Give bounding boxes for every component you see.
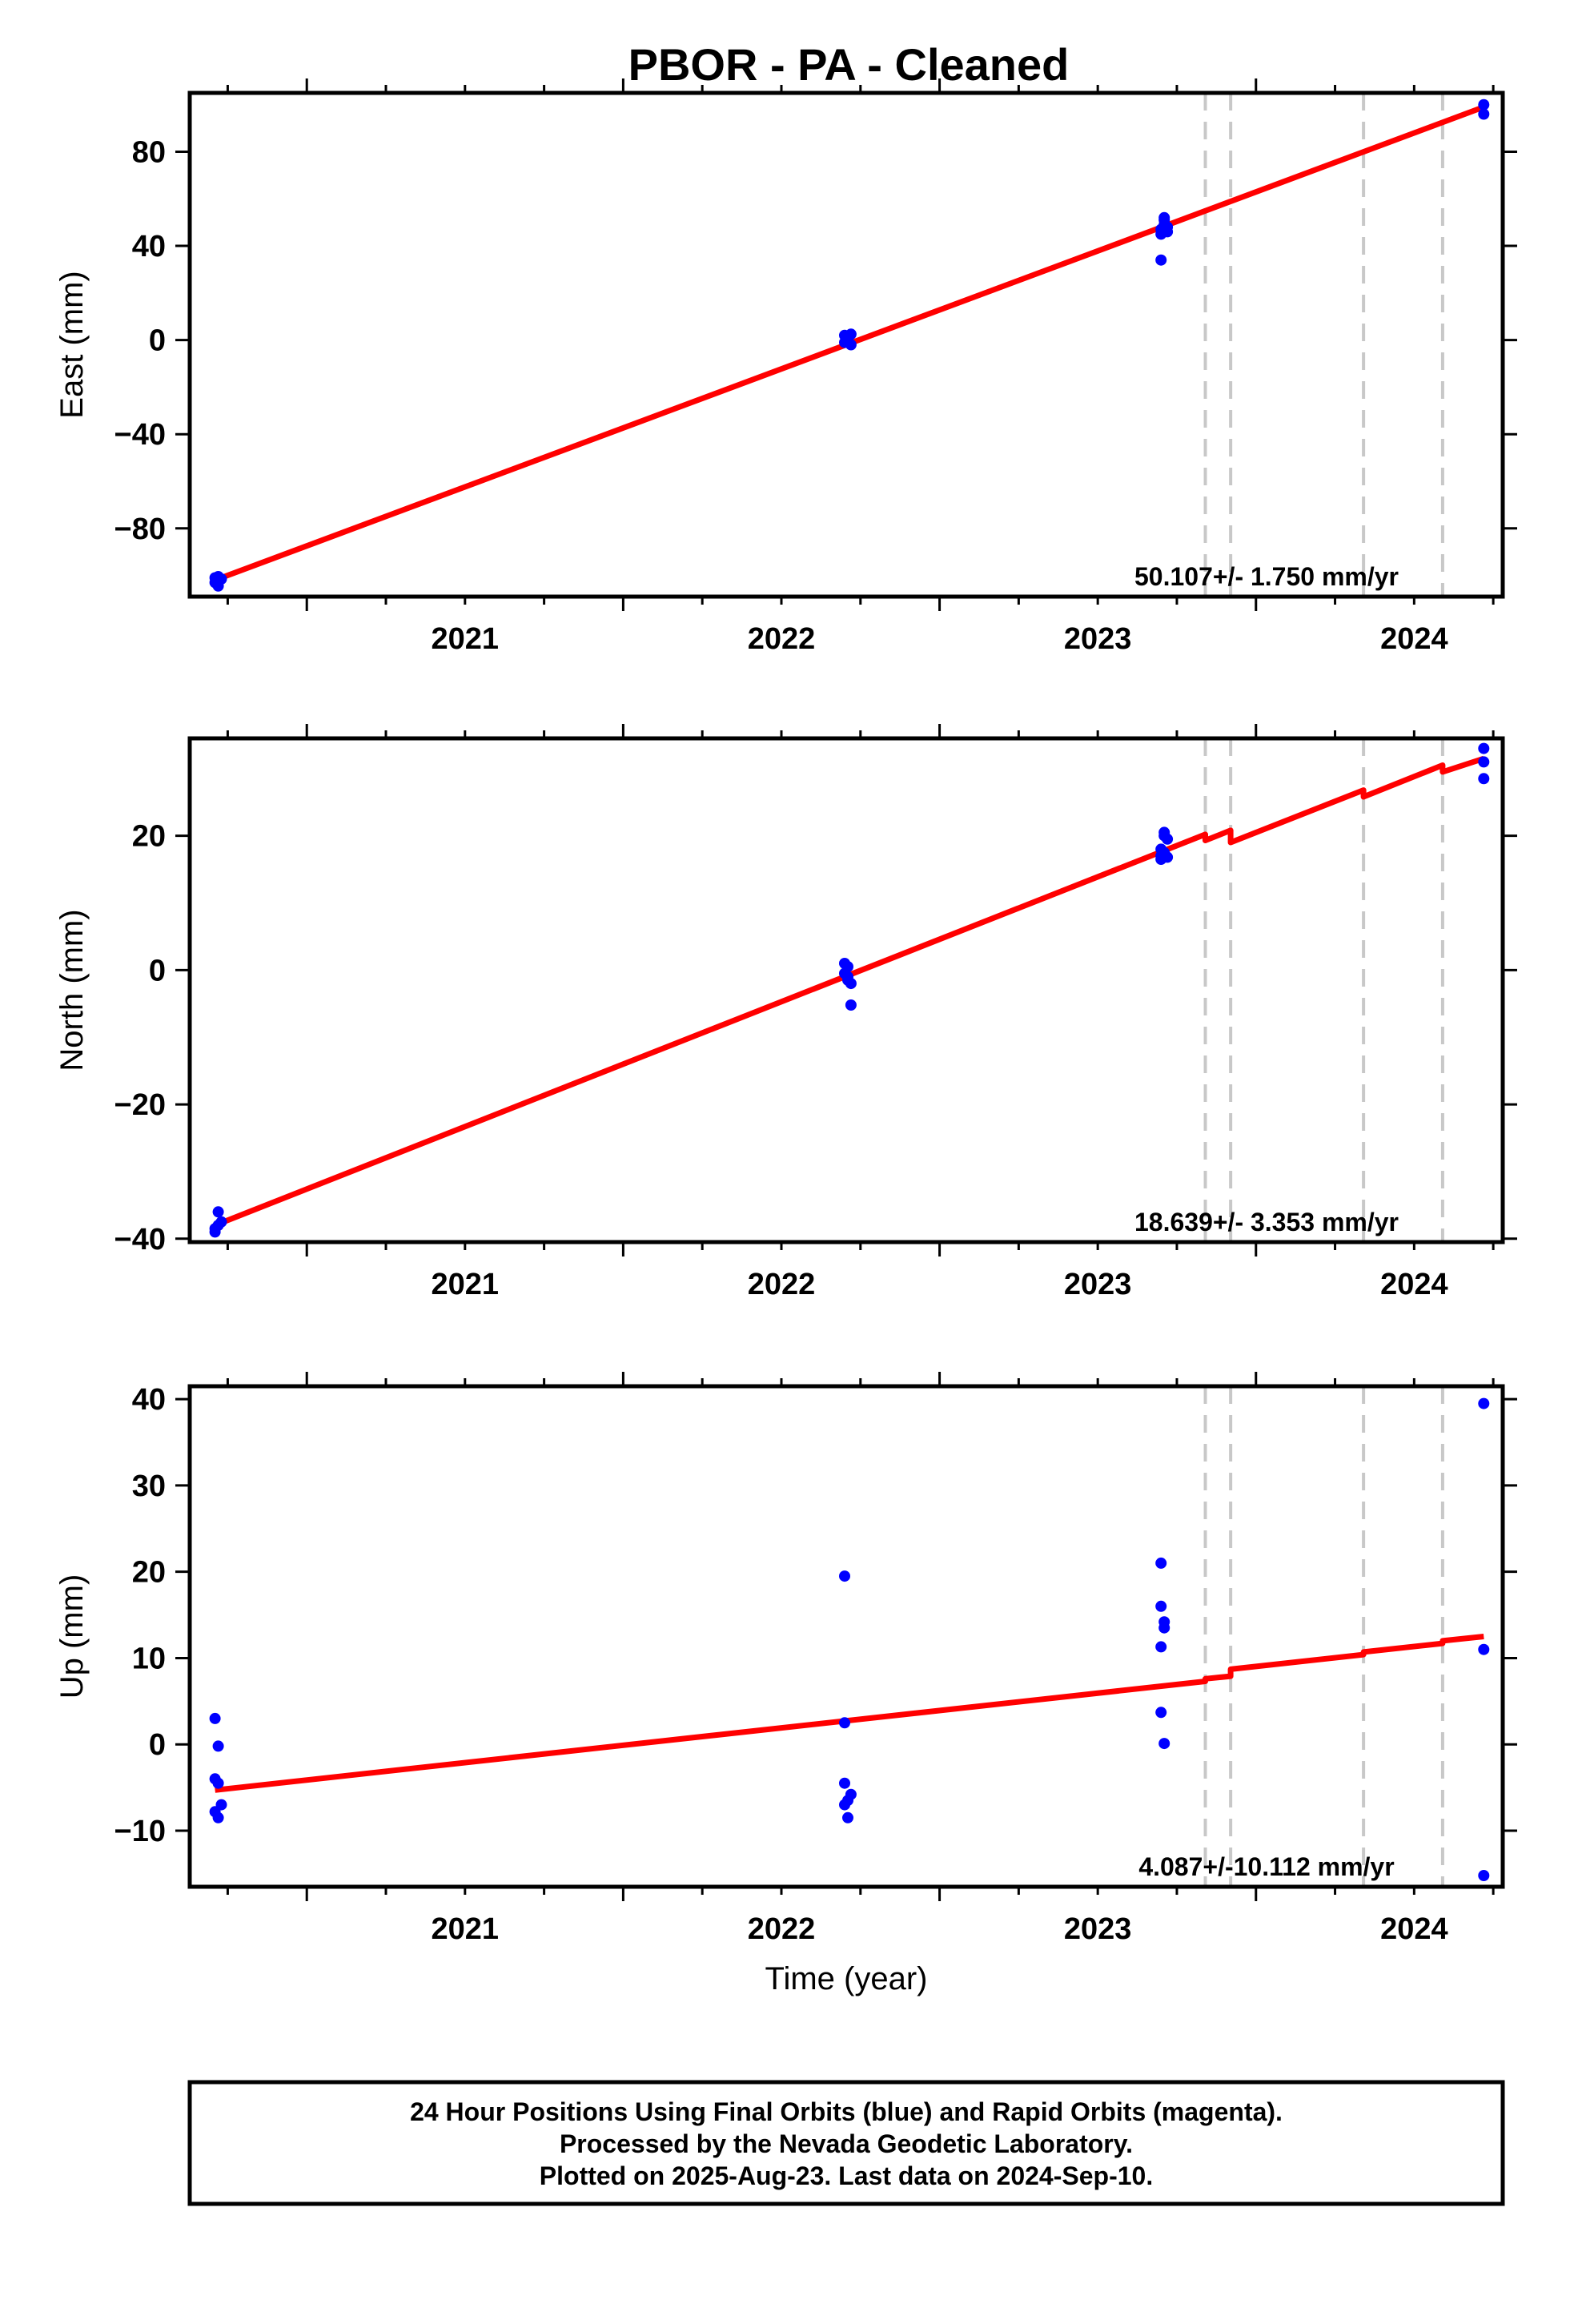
data-point-up-4 xyxy=(212,1777,224,1789)
footer-frame xyxy=(187,2080,1505,2206)
data-point-up-11 xyxy=(842,1811,853,1823)
x-tick-label-north-1: 2022 xyxy=(748,1268,816,1301)
fit-line-up xyxy=(215,1634,1484,1793)
data-point-up-18 xyxy=(1158,1616,1170,1628)
x-tick-label-east-2: 2023 xyxy=(1064,622,1132,656)
data-point-up-0 xyxy=(209,1712,221,1724)
y-tick-label-north-1: −20 xyxy=(114,1088,166,1122)
y-tick-label-up-2: 10 xyxy=(132,1642,166,1675)
figure-title: PBOR - PA - Cleaned xyxy=(628,39,1070,90)
x-tick-label-north-3: 2024 xyxy=(1380,1268,1448,1301)
data-point-up-6 xyxy=(215,1799,227,1811)
data-point-north-22 xyxy=(1478,773,1490,785)
x-tick-label-up-1: 2022 xyxy=(748,1912,816,1946)
data-point-east-13 xyxy=(1155,254,1167,266)
y-tick-label-up-3: 20 xyxy=(132,1556,166,1590)
data-point-east-21 xyxy=(1478,99,1490,111)
data-point-east-22 xyxy=(1478,108,1490,120)
data-point-north-2 xyxy=(212,1206,224,1218)
x-tick-label-east-1: 2022 xyxy=(748,622,816,656)
y-tick-label-east-3: 40 xyxy=(132,230,166,263)
y-tick-label-north-2: 0 xyxy=(149,954,166,987)
data-point-up-3 xyxy=(212,1740,224,1752)
data-point-up-20 xyxy=(1158,1738,1170,1750)
x-axis-label: Time (year) xyxy=(765,1961,928,1996)
data-point-up-22 xyxy=(1478,1643,1490,1655)
y-tick-label-up-4: 30 xyxy=(132,1470,166,1503)
panel-frame-up xyxy=(187,1384,1505,1889)
y-axis-label-up: Up (mm) xyxy=(54,1574,90,1699)
data-point-up-23 xyxy=(1478,1870,1490,1881)
y-tick-label-east-4: 80 xyxy=(132,135,166,169)
data-point-north-18 xyxy=(1162,851,1174,863)
x-tick-label-up-3: 2024 xyxy=(1380,1912,1448,1946)
data-point-north-11 xyxy=(842,974,853,986)
panel-north: 2021 2022 2023 2024 −40 −20 0 20 North (mm) 18.63… xyxy=(54,724,1517,1301)
y-tick-label-up-1: 0 xyxy=(149,1728,166,1762)
footer-line-orbits: 24 Hour Positions Using Final Orbits (bl… xyxy=(410,2097,1283,2126)
data-point-up-16 xyxy=(1155,1641,1167,1653)
data-point-north-21 xyxy=(1478,756,1490,768)
footer-box: 24 Hour Positions Using Final Orbits (bl… xyxy=(187,2080,1505,2206)
data-point-north-8 xyxy=(842,961,853,973)
y-tick-label-north-3: 20 xyxy=(132,820,166,854)
y-tick-label-east-0: −80 xyxy=(114,513,166,546)
data-point-north-20 xyxy=(1478,742,1490,754)
data-point-east-5 xyxy=(215,573,227,585)
fit-line-north xyxy=(214,755,1485,1228)
data-point-north-4 xyxy=(215,1216,227,1228)
y-axis-label-east: East (mm) xyxy=(54,271,90,418)
y-tick-label-east-2: 0 xyxy=(149,324,166,358)
panel-frame-north xyxy=(187,736,1505,1244)
y-tick-label-up-5: 40 xyxy=(132,1383,166,1417)
y-tick-label-up-0: −10 xyxy=(114,1815,166,1848)
rate-label-north: 18.639+/- 3.353 mm/yr xyxy=(1134,1208,1399,1236)
data-point-up-5 xyxy=(212,1811,224,1823)
data-point-up-14 xyxy=(1155,1557,1167,1569)
x-tick-label-north-2: 2023 xyxy=(1064,1268,1132,1301)
data-point-up-9 xyxy=(839,1777,850,1789)
x-tick-label-north-0: 2021 xyxy=(432,1268,500,1301)
data-point-north-10 xyxy=(845,999,857,1011)
x-tick-label-up-0: 2021 xyxy=(432,1912,500,1946)
data-point-north-19 xyxy=(1162,833,1174,845)
data-point-east-12 xyxy=(842,336,853,348)
footer-line-processed-by: Processed by the Nevada Geodetic Laborat… xyxy=(560,2129,1133,2158)
rate-label-up: 4.087+/-10.112 mm/yr xyxy=(1138,1852,1394,1881)
x-tick-label-east-0: 2021 xyxy=(432,622,500,656)
y-tick-label-east-1: −40 xyxy=(114,418,166,452)
panels-group: 2021 2022 2023 2024 −80 −40 0 40 80 East (mm) 50.1… xyxy=(54,78,1517,1996)
x-tick-label-east-3: 2024 xyxy=(1380,622,1448,656)
data-point-up-15 xyxy=(1155,1600,1167,1612)
y-axis-label-north: North (mm) xyxy=(54,909,90,1071)
y-tick-label-north-0: −40 xyxy=(114,1223,166,1256)
data-point-east-18 xyxy=(1158,211,1170,223)
panel-frame-east xyxy=(187,90,1505,599)
data-point-up-13 xyxy=(845,1788,857,1800)
footer-line-plotted-on: Plotted on 2025-Aug-23. Last data on 202… xyxy=(540,2161,1153,2190)
panel-east: 2021 2022 2023 2024 −80 −40 0 40 80 East (mm) 50.1… xyxy=(54,78,1517,656)
x-tick-label-up-2: 2023 xyxy=(1064,1912,1132,1946)
data-point-up-8 xyxy=(839,1717,850,1729)
data-point-up-7 xyxy=(839,1570,850,1582)
data-point-east-20 xyxy=(1162,221,1174,233)
panel-up: 2021 2022 2023 2024 −10 0 10 20 30 40 Up (mm) 4.087… xyxy=(54,1372,1517,1996)
rate-label-east: 50.107+/- 1.750 mm/yr xyxy=(1134,562,1399,591)
data-point-up-21 xyxy=(1478,1397,1490,1409)
data-point-up-19 xyxy=(1155,1707,1167,1719)
